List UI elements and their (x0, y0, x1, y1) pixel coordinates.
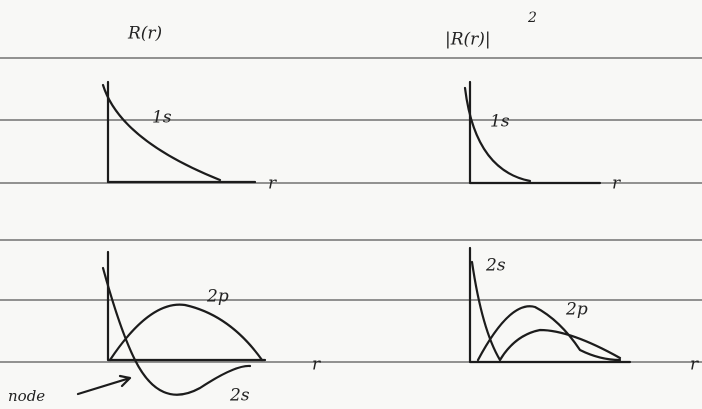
axis-label: r (268, 174, 277, 194)
header-exponent: 2 (527, 10, 537, 26)
axis-label: r (690, 355, 699, 375)
sketch-page: R(r) |R(r)| 2 1s r 1s r 2p 2s r node 2s … (0, 0, 702, 409)
curve-label: 2p (565, 300, 588, 320)
header-left: R(r) (127, 24, 162, 44)
axis-label: r (312, 355, 321, 375)
curve-label: 2s (229, 386, 250, 406)
header-right: |R(r)| (445, 30, 491, 50)
curve-label: 1s (152, 108, 172, 128)
curve-label: 1s (490, 112, 510, 132)
curve-label: 2s (485, 256, 506, 276)
annotation: node (8, 387, 45, 405)
paper (0, 0, 702, 409)
curve-label: 2p (206, 287, 229, 307)
axis-label: r (612, 174, 621, 194)
